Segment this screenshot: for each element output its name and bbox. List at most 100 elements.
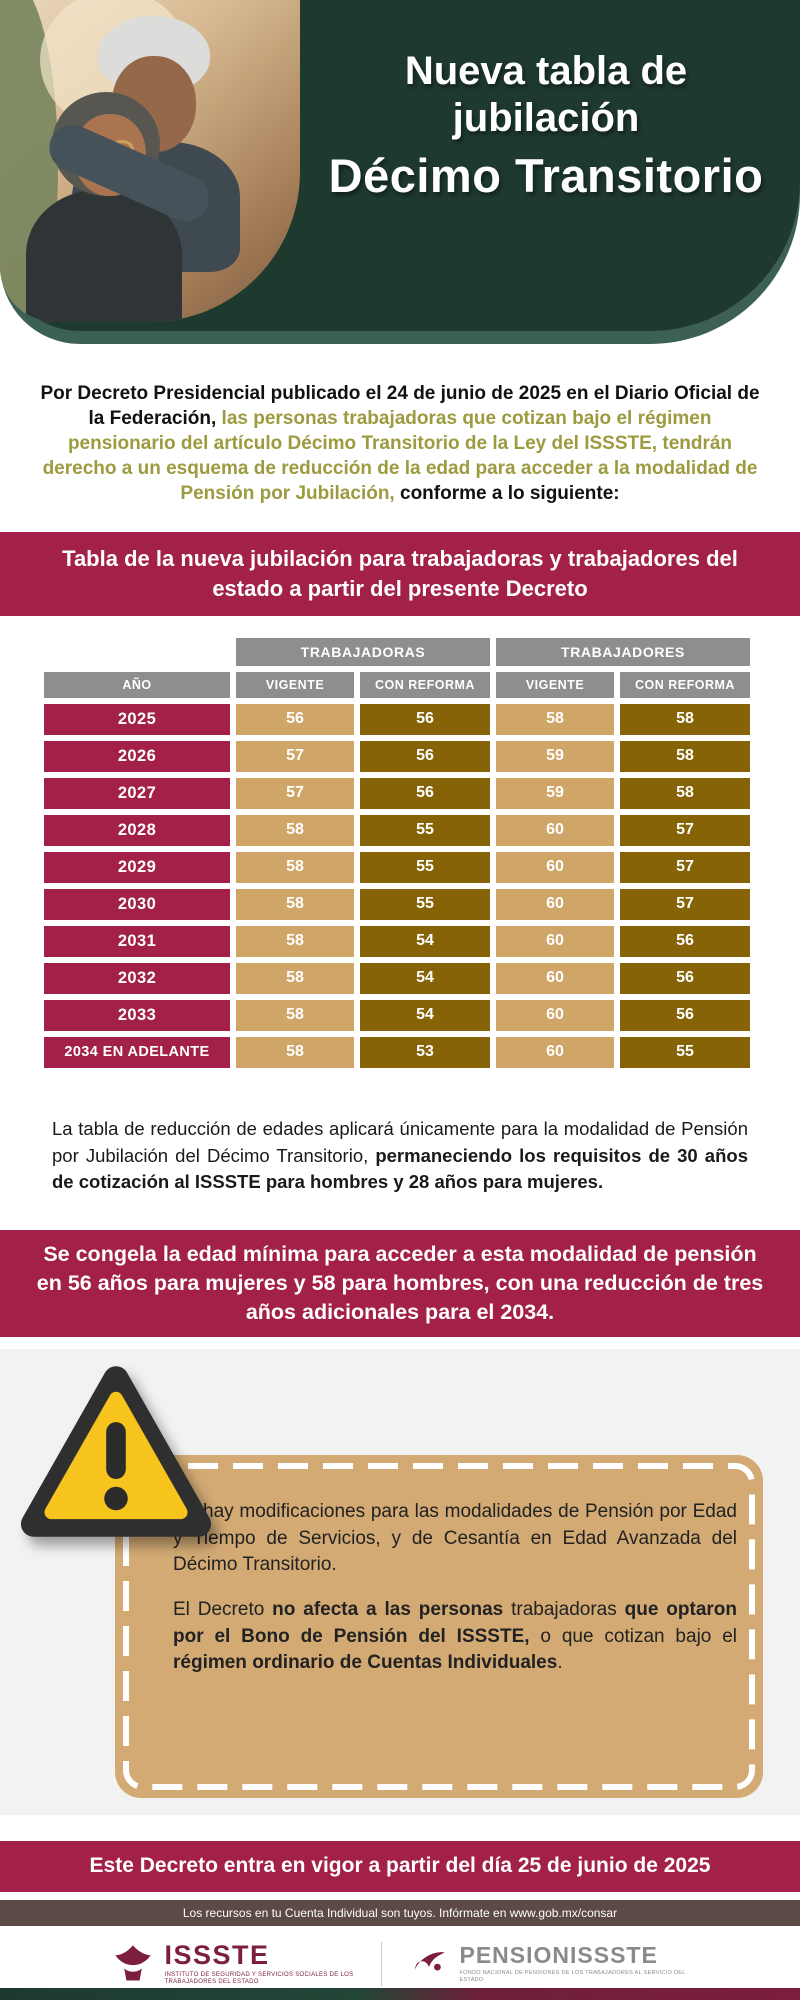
trabajadores-reforma-cell: 56 bbox=[620, 925, 750, 957]
trabajadoras-reforma-cell: 55 bbox=[360, 851, 490, 883]
issste-eagle-icon bbox=[114, 1945, 151, 1981]
issste-sublabel: Instituto de Seguridad y Servicios Socia… bbox=[164, 1971, 354, 1986]
warning-paragraph-1: No hay modificaciones para las modalidad… bbox=[173, 1501, 737, 1576]
column-header-vigente-mujeres: VIGENTE bbox=[236, 671, 354, 698]
trabajadoras-reforma-cell: 55 bbox=[360, 888, 490, 920]
title-line-2: jubilación bbox=[452, 96, 640, 141]
intro-paragraph: Por Decreto Presidencial publicado el 24… bbox=[40, 381, 760, 506]
issste-wordmark: ISSSTE Instituto de Seguridad y Servicio… bbox=[164, 1939, 355, 1987]
trabajadores-vigente-cell: 60 bbox=[496, 962, 614, 994]
year-cell: 2028 bbox=[44, 814, 230, 846]
pensionissste-sublabel: Fondo Nacional de Pensiones de los Traba… bbox=[459, 1970, 686, 1984]
column-header-reforma-mujeres: CON REFORMA bbox=[360, 671, 490, 698]
intro-part-3: conforme a lo siguiente: bbox=[400, 483, 620, 505]
column-header-ano: AÑO bbox=[44, 671, 230, 698]
trabajadores-reforma-cell: 57 bbox=[620, 851, 750, 883]
trabajadoras-vigente-cell: 56 bbox=[236, 703, 354, 735]
pensionissste-logo: PENSIONISSSTE Fondo Nacional de Pensione… bbox=[408, 1943, 690, 1985]
effective-date-banner: Este Decreto entra en vigor a partir del… bbox=[0, 1841, 800, 1892]
retirement-age-table: TRABAJADORAS TRABAJADORES AÑO VIGENTE CO… bbox=[44, 637, 756, 1068]
title-line-3: Décimo Transitorio bbox=[328, 149, 764, 203]
trabajadoras-vigente-cell: 58 bbox=[236, 962, 354, 994]
year-cell: 2025 bbox=[44, 703, 230, 735]
trabajadoras-vigente-cell: 58 bbox=[236, 888, 354, 920]
reduction-note-paragraph: La tabla de reducción de edades aplicará… bbox=[52, 1116, 748, 1196]
trabajadores-reforma-cell: 57 bbox=[620, 888, 750, 920]
page-title: Nueva tabla de jubilación Décimo Transit… bbox=[300, 48, 792, 202]
year-cell: 2027 bbox=[44, 777, 230, 809]
note-part-2-bold: permaneciendo los requisitos de 30 años … bbox=[52, 1144, 748, 1193]
year-cell: 2031 bbox=[44, 925, 230, 957]
table-banner: Tabla de la nueva jubilación para trabaj… bbox=[0, 532, 800, 616]
warning-p2-bold1: no afecta a las personas bbox=[272, 1599, 504, 1621]
issste-label: ISSSTE bbox=[164, 1939, 270, 1970]
warning-p2-bold2: que optaron por el Bono de Pensión del I… bbox=[173, 1599, 737, 1647]
warning-p2-bold3: régimen ordinario de Cuentas Individuale… bbox=[173, 1652, 558, 1674]
trabajadores-reforma-cell: 55 bbox=[620, 1036, 750, 1068]
trabajadoras-vigente-cell: 57 bbox=[236, 777, 354, 809]
dashed-border-decoration bbox=[123, 1463, 755, 1791]
trabajadores-reforma-cell: 58 bbox=[620, 703, 750, 735]
warning-p2-part2: trabajadoras bbox=[503, 1599, 625, 1621]
trabajadoras-reforma-cell: 54 bbox=[360, 925, 490, 957]
year-cell: 2032 bbox=[44, 962, 230, 994]
note-part-1: La tabla de reducción de edades aplicará… bbox=[52, 1117, 748, 1166]
year-cell: 2033 bbox=[44, 999, 230, 1031]
warning-section: No hay modificaciones para las modalidad… bbox=[0, 1349, 800, 1816]
trabajadoras-vigente-cell: 58 bbox=[236, 851, 354, 883]
warning-p2-part3: o que cotizan bajo el bbox=[529, 1625, 738, 1647]
warning-triangle-icon bbox=[20, 1366, 212, 1538]
elderly-couple-photo bbox=[0, 0, 300, 322]
year-cell: 2034 EN ADELANTE bbox=[44, 1036, 230, 1068]
trabajadores-vigente-cell: 60 bbox=[496, 1036, 614, 1068]
trabajadores-vigente-cell: 60 bbox=[496, 925, 614, 957]
freeze-banner: Se congela la edad mínima para acceder a… bbox=[0, 1230, 800, 1338]
consar-footer-strip: Los recursos en tu Cuenta Individual son… bbox=[0, 1899, 800, 1926]
warning-p2-part1: El Decreto bbox=[173, 1599, 273, 1621]
trabajadores-vigente-cell: 60 bbox=[496, 814, 614, 846]
trabajadoras-reforma-cell: 55 bbox=[360, 814, 490, 846]
pensionissste-icon bbox=[413, 1952, 445, 1972]
trabajadores-vigente-cell: 59 bbox=[496, 740, 614, 772]
year-cell: 2026 bbox=[44, 740, 230, 772]
issste-logo: ISSSTE Instituto de Seguridad y Servicio… bbox=[111, 1939, 355, 1987]
trabajadoras-reforma-cell: 53 bbox=[360, 1036, 490, 1068]
column-header-vigente-hombres: VIGENTE bbox=[496, 671, 614, 698]
group-header-trabajadores: TRABAJADORES bbox=[496, 637, 750, 666]
warning-paragraph-2: El Decreto no afecta a las personas trab… bbox=[173, 1597, 737, 1677]
trabajadoras-reforma-cell: 56 bbox=[360, 703, 490, 735]
trabajadores-vigente-cell: 60 bbox=[496, 851, 614, 883]
trabajadoras-vigente-cell: 58 bbox=[236, 925, 354, 957]
header: Nueva tabla de jubilación Décimo Transit… bbox=[0, 0, 800, 345]
trabajadoras-vigente-cell: 57 bbox=[236, 740, 354, 772]
trabajadoras-reforma-cell: 54 bbox=[360, 999, 490, 1031]
trabajadores-reforma-cell: 58 bbox=[620, 740, 750, 772]
trabajadores-reforma-cell: 56 bbox=[620, 999, 750, 1031]
warning-p2-part4: . bbox=[557, 1652, 563, 1674]
group-header-trabajadoras: TRABAJADORAS bbox=[236, 637, 490, 666]
table-spacer-cell bbox=[44, 638, 230, 666]
bottom-gradient-bar bbox=[0, 1988, 800, 2000]
trabajadores-vigente-cell: 60 bbox=[496, 888, 614, 920]
column-header-reforma-hombres: CON REFORMA bbox=[620, 671, 750, 698]
trabajadores-vigente-cell: 60 bbox=[496, 999, 614, 1031]
trabajadores-vigente-cell: 59 bbox=[496, 777, 614, 809]
pensionissste-wordmark: PENSIONISSSTE Fondo Nacional de Pensione… bbox=[460, 1944, 690, 1984]
trabajadores-reforma-cell: 56 bbox=[620, 962, 750, 994]
logo-divider bbox=[380, 1942, 382, 1987]
warning-box: No hay modificaciones para las modalidad… bbox=[115, 1455, 763, 1799]
pensionissste-label: PENSIONISSSTE bbox=[459, 1942, 658, 1969]
trabajadoras-vigente-cell: 58 bbox=[236, 814, 354, 846]
trabajadores-reforma-cell: 58 bbox=[620, 777, 750, 809]
trabajadores-reforma-cell: 57 bbox=[620, 814, 750, 846]
footer-logos: ISSSTE Instituto de Seguridad y Servicio… bbox=[0, 1926, 800, 1997]
warning-text: No hay modificaciones para las modalidad… bbox=[115, 1455, 763, 1697]
trabajadoras-reforma-cell: 54 bbox=[360, 962, 490, 994]
trabajadores-vigente-cell: 58 bbox=[496, 703, 614, 735]
trabajadoras-vigente-cell: 58 bbox=[236, 1036, 354, 1068]
year-cell: 2030 bbox=[44, 888, 230, 920]
year-cell: 2029 bbox=[44, 851, 230, 883]
intro-part-1: Por Decreto Presidencial publicado el 24… bbox=[40, 383, 760, 430]
photo-woman-blouse-shape bbox=[26, 190, 182, 322]
trabajadoras-vigente-cell: 58 bbox=[236, 999, 354, 1031]
